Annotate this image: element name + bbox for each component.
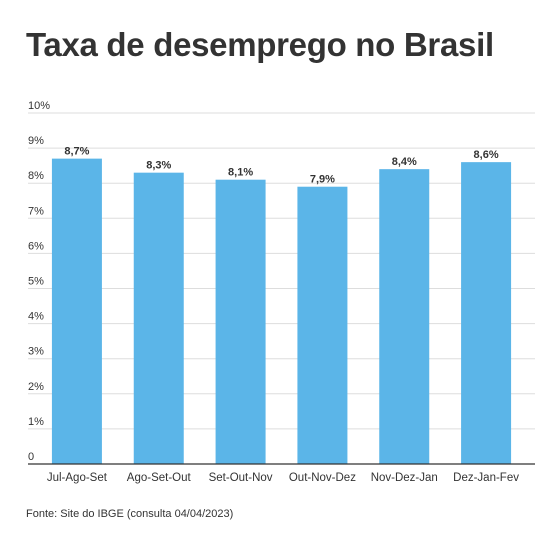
bar bbox=[297, 186, 348, 464]
y-axis-ticks: 0 1% 2% 3% 4% 5% 6% 7% 8% 9% 10% bbox=[28, 100, 50, 463]
y-tick-label: 3% bbox=[28, 346, 44, 358]
bars bbox=[51, 158, 512, 465]
bar bbox=[379, 169, 430, 464]
data-label: 8,6% bbox=[474, 149, 499, 161]
bar bbox=[215, 179, 266, 464]
bar bbox=[461, 162, 512, 464]
source-note: Fonte: Site do IBGE (consulta 04/04/2023… bbox=[26, 508, 234, 520]
x-tick-label: Ago-Set-Out bbox=[127, 472, 192, 484]
y-tick-label: 1% bbox=[28, 416, 44, 428]
y-tick-label: 5% bbox=[28, 276, 44, 288]
bar bbox=[133, 172, 184, 465]
data-label: 8,4% bbox=[392, 156, 417, 168]
y-tick-label: 6% bbox=[28, 240, 44, 252]
bar bbox=[51, 158, 102, 464]
data-label: 7,9% bbox=[310, 174, 335, 186]
y-tick-label: 8% bbox=[28, 170, 44, 182]
data-label: 8,3% bbox=[146, 160, 171, 172]
data-labels: 8,7% 8,3% 8,1% 7,9% 8,4% 8,6% bbox=[64, 146, 498, 186]
x-tick-label: Dez-Jan-Fev bbox=[453, 472, 519, 484]
y-tick-label: 9% bbox=[28, 135, 44, 147]
y-tick-label: 7% bbox=[28, 205, 44, 217]
x-tick-label: Nov-Dez-Jan bbox=[371, 472, 438, 484]
grid-lines bbox=[28, 112, 535, 430]
data-label: 8,1% bbox=[228, 167, 253, 179]
x-tick-label: Out-Nov-Dez bbox=[289, 472, 356, 484]
x-axis-ticks: Jul-Ago-Set Ago-Set-Out Set-Out-Nov Out-Nov… bbox=[47, 472, 519, 484]
y-tick-label: 2% bbox=[28, 381, 44, 393]
data-label: 8,7% bbox=[64, 146, 89, 158]
y-tick-label: 0 bbox=[28, 451, 34, 463]
y-tick-label: 10% bbox=[28, 100, 50, 112]
x-tick-label: Set-Out-Nov bbox=[209, 472, 273, 484]
x-tick-label: Jul-Ago-Set bbox=[47, 472, 108, 484]
chart-title: Taxa de desemprego no Brasil bbox=[26, 26, 494, 63]
y-tick-label: 4% bbox=[28, 311, 44, 323]
